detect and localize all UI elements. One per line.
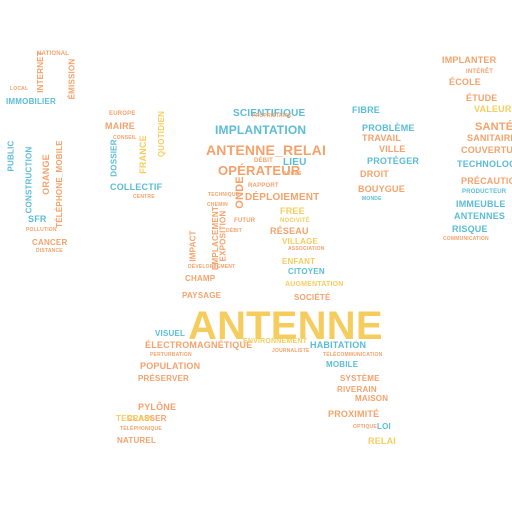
word-valeur: VALEUR [474, 104, 512, 114]
word-naturel: NATUREL [117, 436, 157, 445]
word-antenne-relai: ANTENNE_RELAI [206, 142, 327, 158]
word-cancer: CANCER [32, 238, 68, 247]
word-proteger: PROTÉGER [367, 156, 420, 166]
word-societe: SOCIÉTÉ [294, 293, 331, 302]
word-chemin: CHEMIN [207, 202, 228, 208]
word-precaution: PRÉCAUTION [461, 176, 512, 186]
word-couverture: COUVERTURE [461, 145, 512, 155]
word-risque: RISQUE [452, 224, 488, 234]
word-emission: ÉMISSION [67, 58, 77, 100]
word-interet: INTÉRÊT [466, 69, 494, 75]
word-augmentation: AUGMENTATION [285, 281, 344, 288]
word-debit: DÉBIT [254, 158, 273, 164]
word-electromagnetique: ÉLECTROMAGNÉTIQUE [145, 340, 253, 350]
word-implanter: IMPLANTER [442, 55, 497, 65]
word-association: ASSOCIATION [288, 246, 325, 252]
word-population: POPULATION [140, 361, 201, 371]
word-visuel: VISUEL [155, 329, 186, 338]
word-ecole: ÉCOLE [449, 77, 482, 87]
word-dossier: DOSSIER [109, 139, 119, 177]
word-implantation: IMPLANTATION [215, 123, 307, 137]
word-immeuble: IMMEUBLE [456, 199, 506, 209]
word-operateur: OPÉRATEUR [218, 163, 301, 178]
word-technologie: TECHNOLOGIE [457, 159, 512, 169]
word-technique: TECHNIQUE [208, 192, 240, 198]
word-fibre: FIBRE [352, 105, 380, 115]
word-collectif: COLLECTIF [110, 182, 163, 192]
word-pylone: PYLÔNE [138, 402, 177, 412]
word-terrain: TERRAIN [116, 414, 153, 423]
word-etat: FUTUR [234, 218, 256, 224]
word-national: NATIONAL [37, 51, 70, 57]
word-rapport: RAPPORT [248, 183, 279, 189]
word-sante: SANTÉ [475, 121, 512, 133]
word-pollution: POLLUTION [26, 227, 57, 233]
word-france: FRANCE [137, 135, 148, 174]
word-bouygue: BOUYGUE [358, 184, 405, 194]
word-journaliste: JOURNALISTE [272, 348, 310, 354]
word-telephonique: TÉLÉPHONIQUE [120, 426, 162, 432]
word-centre: CENTRE [133, 194, 155, 200]
word-habitation: HABITATION [310, 340, 367, 350]
word-orange: ORANGE [40, 154, 51, 195]
word-antenne: ANTENNE [188, 304, 383, 348]
word-preserver: PRÉSERVER [138, 374, 190, 383]
word-classer: CLASSER [127, 414, 167, 423]
word-environnement: ENVIRONNEMENT [243, 338, 308, 345]
word-probleme: PROBLÈME [362, 123, 415, 133]
word-maire: MAIRE [105, 121, 135, 131]
word-distance: DISTANCE [36, 248, 63, 254]
word-communication: COMMUNICATION [443, 236, 489, 242]
word-ville: VILLE [379, 144, 406, 154]
word-perturbation: PERTURBATION [150, 352, 192, 358]
word-droit: DROIT [360, 169, 389, 179]
word-futur: DÉBIT [226, 228, 242, 234]
word-developpement: DÉVELOPPEMENT [188, 264, 236, 270]
word-etude: ÉTUDE [466, 93, 498, 103]
word-deploiement: DÉPLOIEMENT [245, 192, 320, 203]
word-systeme: SYSTÈME [340, 374, 380, 383]
word-citoyen: CITOYEN [288, 267, 325, 276]
word-free: FREE [280, 206, 305, 216]
word-sanitaire: SANITAIRE [467, 133, 512, 143]
word-travail: TRAVAIL [362, 133, 402, 143]
word-immobilier: IMMOBILIER [6, 97, 56, 106]
word-proximite: PROXIMITÉ [328, 409, 380, 419]
word-enfant: ENFANT [282, 257, 316, 266]
word-scientifique: SCIENTIFIQUE [233, 108, 306, 119]
word-champ: CHAMP [185, 274, 216, 283]
word-local: LOCAL [10, 86, 29, 92]
word-sfr: SFR [28, 214, 47, 224]
word-europe: EUROPE [109, 111, 136, 117]
word-exposition: EXPOSITION [218, 210, 228, 262]
word-producteur: PRODUCTEUR [462, 189, 507, 195]
word-proprietaire: PROPRIÉTAIRE [252, 113, 292, 119]
word-quotidien: QUOTIDIEN [157, 110, 167, 158]
word-maison: MAISON [355, 394, 389, 403]
word-emplacement: EMPLACEMENT [210, 206, 220, 270]
word-acces: ACCÈS [283, 171, 302, 177]
word-construction: CONSTRUCTION [24, 146, 34, 214]
word-antennes: ANTENNES [454, 211, 506, 221]
word-lieu: LIEU [283, 157, 307, 168]
word-telephone-mobile: TÉLÉPHONE_MOBILE [54, 140, 64, 228]
word-telephone: MONDE [362, 196, 382, 202]
word-conseil: CONSEIL [113, 135, 137, 141]
word-humain: OPTIQUE [353, 424, 377, 430]
word-mobile: MOBILE [326, 360, 359, 369]
word-riverain: RIVERAIN [337, 385, 377, 394]
word-relai: RELAI [368, 436, 396, 446]
word-loi: LOI [377, 422, 391, 431]
word-paysage: PAYSAGE [182, 291, 222, 300]
word-impact: IMPACT [188, 230, 198, 262]
word-internet: INTERNET [35, 51, 45, 93]
word-reseau: RÉSEAU [270, 226, 309, 236]
word-nocivite: NOCIVITÉ [280, 218, 310, 224]
word-public: PUBLIC [6, 140, 16, 172]
word-telecommunication: TÉLÉCOMMUNICATION [323, 352, 383, 358]
word-village: VILLAGE [282, 237, 319, 246]
